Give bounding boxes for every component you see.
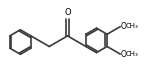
Text: O: O [64, 8, 71, 17]
Text: CH₃: CH₃ [125, 51, 138, 57]
Text: O: O [121, 50, 127, 59]
Text: CH₃: CH₃ [125, 23, 138, 29]
Text: O: O [121, 22, 127, 31]
